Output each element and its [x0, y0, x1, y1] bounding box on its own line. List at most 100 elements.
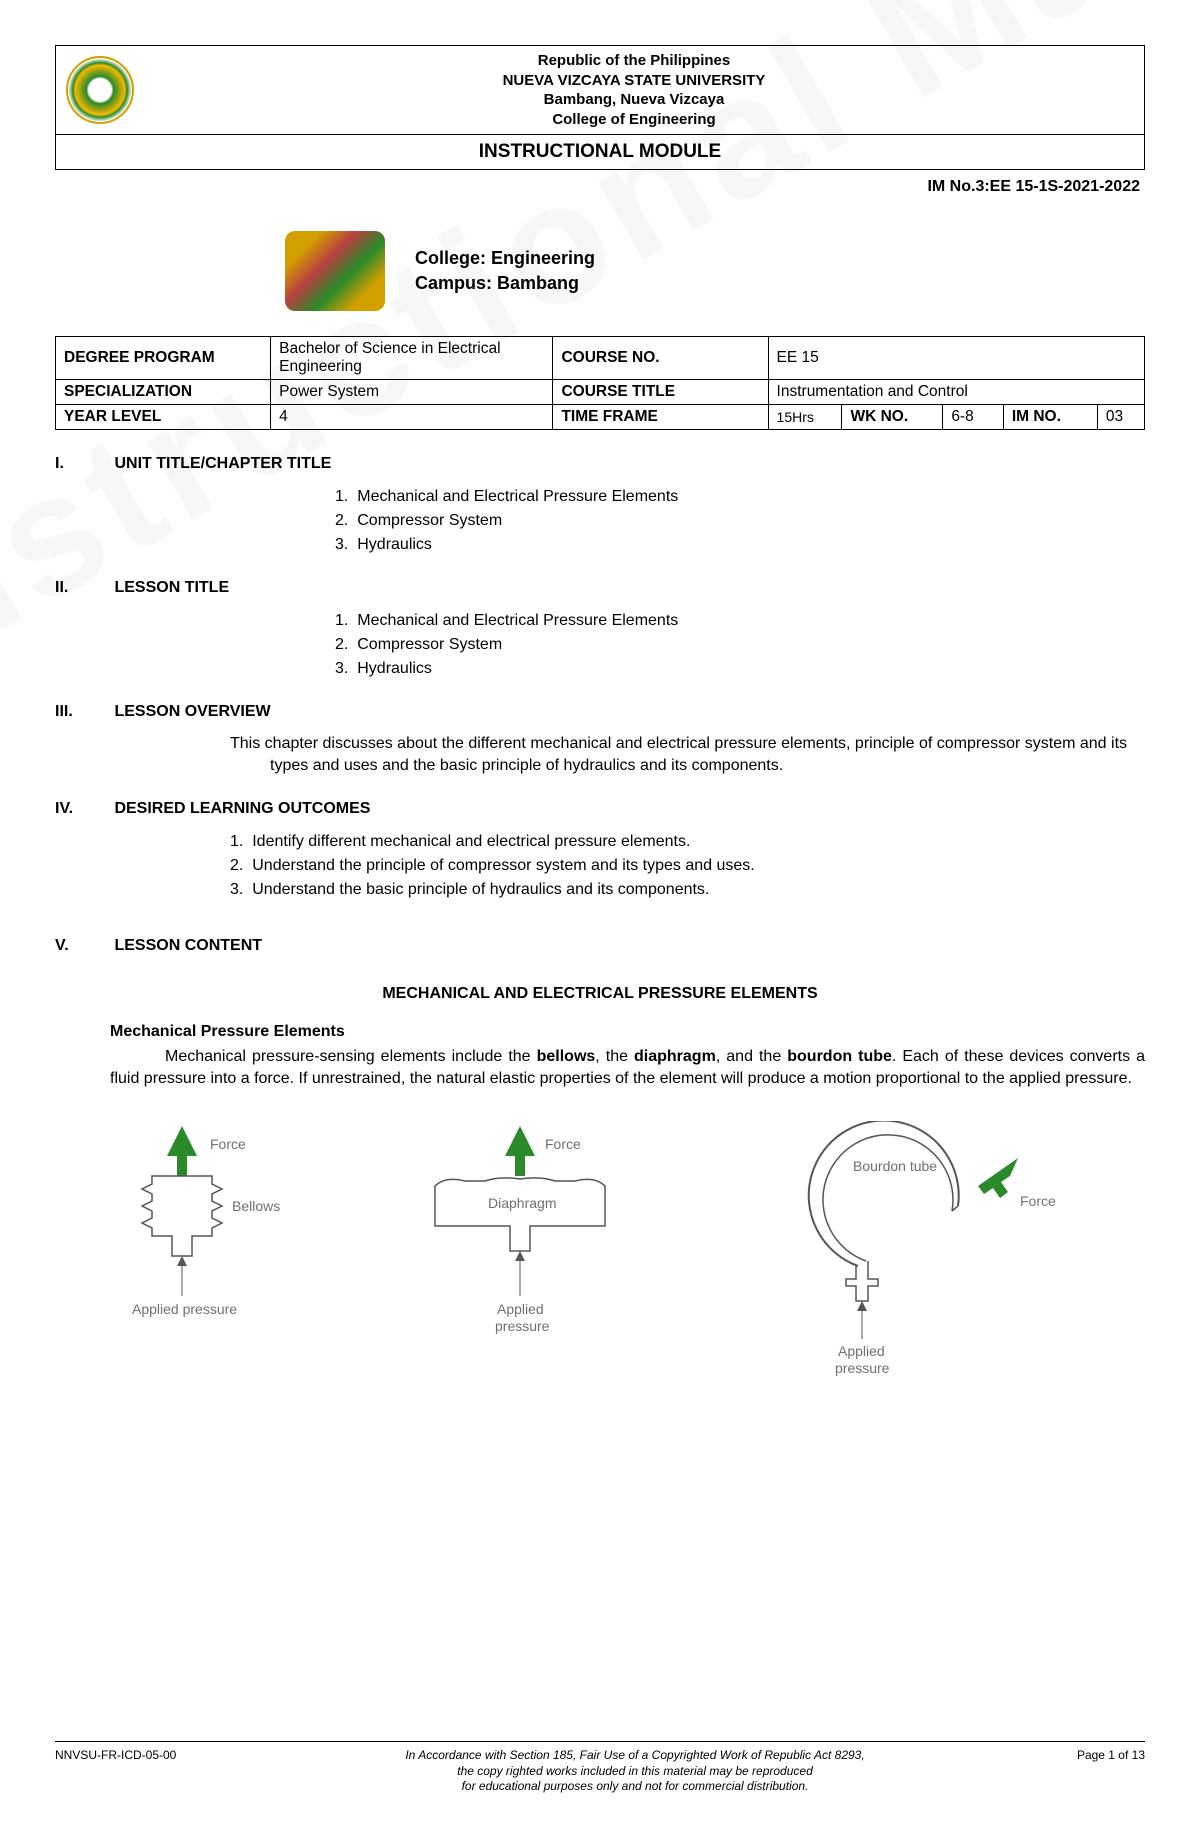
section-content: V. LESSON CONTENT: [55, 937, 1145, 955]
im-value: 03: [1097, 405, 1144, 430]
disclaimer-line2: the copy righted works included in this …: [225, 1764, 1045, 1780]
roman-iii: III.: [55, 703, 110, 721]
roman-ii: II.: [55, 579, 110, 597]
content-title-text: LESSON CONTENT: [114, 937, 262, 954]
degree-label: DEGREE PROGRAM: [56, 337, 271, 380]
text: Mechanical and Electrical Pressure Eleme…: [357, 488, 678, 505]
unit-title-text: UNIT TITLE/CHAPTER TITLE: [114, 455, 331, 472]
list-item: 1. Mechanical and Electrical Pressure El…: [335, 485, 1145, 509]
footer-disclaimer: In Accordance with Section 185, Fair Use…: [225, 1748, 1045, 1795]
page-footer: NNVSU-FR-ICD-05-00 In Accordance with Se…: [55, 1741, 1145, 1795]
diaphragm-label: Diaphragm: [488, 1195, 556, 1211]
outcomes-list: 1. Identify different mechanical and ele…: [230, 830, 1145, 902]
outcomes-title-text: DESIRED LEARNING OUTCOMES: [114, 800, 370, 817]
list-item: 1. Mechanical and Electrical Pressure El…: [335, 609, 1145, 633]
num: 2.: [335, 636, 348, 653]
applied-label2: pressure: [495, 1318, 550, 1334]
num: 1.: [335, 612, 348, 629]
para-c1: , the: [595, 1048, 634, 1065]
text: Understand the basic principle of hydrau…: [252, 881, 709, 898]
year-value: 4: [271, 405, 553, 430]
num: 3.: [335, 536, 348, 553]
text: Hydraulics: [357, 660, 432, 677]
arrow-head-icon: [515, 1251, 525, 1261]
wk-value: 6-8: [943, 405, 1004, 430]
section-outcomes: IV. DESIRED LEARNING OUTCOMES: [55, 800, 1145, 818]
spec-value: Power System: [271, 380, 553, 405]
module-title: INSTRUCTIONAL MODULE: [56, 134, 1144, 169]
content-paragraph: Mechanical pressure-sensing elements inc…: [110, 1046, 1145, 1091]
course-no-label: COURSE NO.: [553, 337, 768, 380]
footer-page: Page 1 of 13: [1045, 1748, 1145, 1762]
bellows-svg: Force Bellows Applied pressure: [132, 1121, 362, 1341]
bellows-shape: [142, 1176, 222, 1256]
college-row: College: Engineering Campus: Bambang: [285, 231, 1145, 311]
num: 2.: [230, 857, 243, 874]
text: Compressor System: [357, 512, 502, 529]
table-row: SPECIALIZATION Power System COURSE TITLE…: [56, 380, 1145, 405]
list-item: 2. Understand the principle of compresso…: [230, 854, 1145, 878]
applied-label1: Applied: [497, 1301, 544, 1317]
word-bellows: bellows: [537, 1048, 596, 1065]
wk-label: WK NO.: [842, 405, 943, 430]
course-title-label: COURSE TITLE: [553, 380, 768, 405]
bourdon-inner: [823, 1134, 953, 1260]
page-container: Republic of the Philippines NUEVA VIZCAY…: [0, 0, 1200, 1381]
text: Identify different mechanical and electr…: [252, 833, 690, 850]
university-seal: [66, 56, 134, 124]
header-line4: College of Engineering: [134, 110, 1134, 130]
bourdon-outer: [809, 1121, 959, 1266]
force-label: Force: [545, 1136, 581, 1152]
list-item: 2. Compressor System: [335, 509, 1145, 533]
text: Compressor System: [357, 636, 502, 653]
footer-code: NNVSU-FR-ICD-05-00: [55, 1748, 225, 1762]
applied-label1: Applied: [838, 1343, 885, 1359]
num: 1.: [335, 488, 348, 505]
college-line1: College: Engineering: [415, 246, 595, 271]
figure-area: Force Bellows Applied pressure Force Dia…: [110, 1121, 1090, 1381]
course-title-value: Instrumentation and Control: [768, 380, 1144, 405]
college-text: College: Engineering Campus: Bambang: [415, 246, 595, 296]
force-label: Force: [1020, 1193, 1056, 1209]
header-text: Republic of the Philippines NUEVA VIZCAY…: [134, 51, 1134, 129]
roman-v: V.: [55, 937, 110, 955]
list-item: 3. Understand the basic principle of hyd…: [230, 878, 1145, 902]
header-line1: Republic of the Philippines: [134, 51, 1134, 71]
year-label: YEAR LEVEL: [56, 405, 271, 430]
bourdon-base: [846, 1261, 878, 1301]
num: 2.: [335, 512, 348, 529]
text: Understand the principle of compressor s…: [252, 857, 754, 874]
para-c2: , and the: [716, 1048, 787, 1065]
header-row: Republic of the Philippines NUEVA VIZCAY…: [56, 46, 1144, 134]
figure-bourdon: Bourdon tube Force Applied pressure: [738, 1121, 1068, 1381]
chapter-list: 1. Mechanical and Electrical Pressure El…: [335, 485, 1145, 557]
para-lead: Mechanical pressure-sensing elements inc…: [165, 1048, 537, 1065]
figure-diaphragm: Force Diaphragm Applied pressure: [425, 1121, 675, 1351]
num: 1.: [230, 833, 243, 850]
section-overview: III. LESSON OVERVIEW: [55, 703, 1145, 721]
diaphragm-shape: [435, 1177, 605, 1250]
word-diaphragm: diaphragm: [634, 1048, 716, 1065]
header-box: Republic of the Philippines NUEVA VIZCAY…: [55, 45, 1145, 170]
roman-iv: IV.: [55, 800, 110, 818]
time-label: TIME FRAME: [553, 405, 768, 430]
force-arrow-icon: [978, 1158, 1018, 1198]
diaphragm-svg: Force Diaphragm Applied pressure: [425, 1121, 675, 1351]
im-label: IM NO.: [1003, 405, 1097, 430]
force-arrow-icon: [167, 1126, 197, 1176]
section-lesson-title: II. LESSON TITLE: [55, 579, 1145, 597]
lesson-title-text: LESSON TITLE: [114, 579, 229, 596]
force-arrow-icon: [505, 1126, 535, 1176]
text: Hydraulics: [357, 536, 432, 553]
spec-label: SPECIALIZATION: [56, 380, 271, 405]
degree-value: Bachelor of Science in Electrical Engine…: [271, 337, 553, 380]
text: Mechanical and Electrical Pressure Eleme…: [357, 612, 678, 629]
roman-i: I.: [55, 455, 110, 473]
course-info-table: DEGREE PROGRAM Bachelor of Science in El…: [55, 336, 1145, 430]
force-label: Force: [210, 1136, 246, 1152]
list-item: 2. Compressor System: [335, 633, 1145, 657]
section-unit-title: I. UNIT TITLE/CHAPTER TITLE: [55, 455, 1145, 473]
time-value: 15Hrs: [768, 405, 842, 430]
bourdon-label: Bourdon tube: [853, 1158, 937, 1174]
bourdon-svg: Bourdon tube Force Applied pressure: [738, 1121, 1068, 1381]
